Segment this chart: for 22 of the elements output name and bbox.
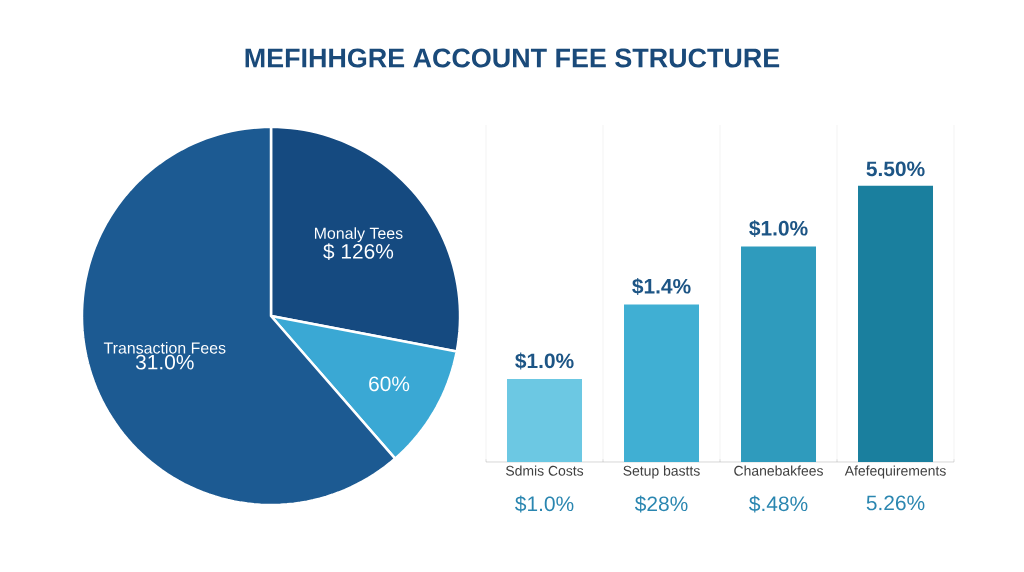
x-tick-label: Setup bastts (623, 465, 700, 479)
bar (858, 185, 934, 462)
bar (507, 379, 583, 462)
text: $1.0% (515, 495, 574, 513)
x-tick-label: Afefequirements (844, 465, 946, 479)
text: $28% (634, 495, 688, 513)
text: $ 126% (323, 243, 394, 261)
x-tick-label: Chanebakfees (734, 465, 823, 476)
text: 5.50% (866, 161, 925, 177)
text: 31.0% (135, 354, 194, 370)
x-tick-label: Sdmis Costs (506, 465, 584, 476)
slice-label: Monaly Tees (314, 227, 403, 243)
bar (624, 304, 700, 462)
annotation: $1.4% (632, 277, 691, 296)
chart-title: MEFIHHGRE ACCOUNT FEE STRUCTURE (245, 48, 780, 68)
bar (741, 246, 817, 462)
slice-label: Transaction Fees (103, 341, 226, 354)
text: 60% (369, 376, 410, 392)
annotation: $1.0% (749, 219, 808, 237)
text: $.48% (749, 495, 808, 513)
text: 5.26% (866, 495, 925, 511)
annotation: $1.0% (515, 352, 574, 370)
